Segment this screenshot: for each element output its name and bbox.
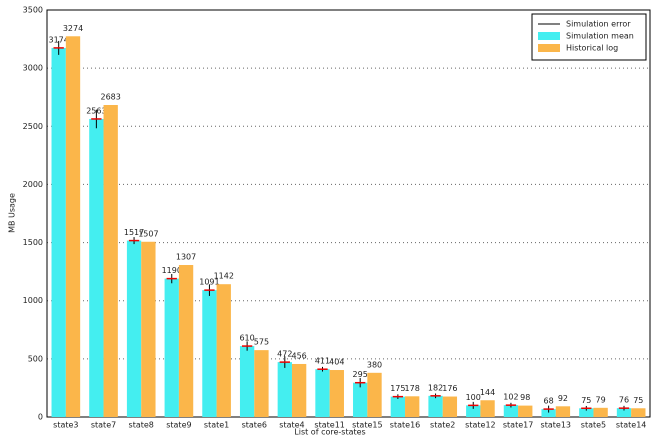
- data-label: 178: [405, 384, 420, 393]
- data-label: 102: [503, 393, 518, 402]
- x-tick-label: state15: [352, 421, 382, 430]
- bar: [216, 284, 231, 417]
- data-label: 1142: [214, 272, 234, 281]
- y-tick-label: 2500: [23, 122, 43, 131]
- x-tick-label: state1: [204, 421, 229, 430]
- y-tick-label: 2000: [23, 180, 43, 189]
- bar: [503, 405, 519, 417]
- bar: [51, 47, 66, 417]
- data-label: 456: [291, 351, 306, 360]
- legend-label: Historical log: [566, 44, 618, 53]
- bar: [466, 405, 481, 417]
- data-label: 1507: [138, 229, 158, 238]
- data-label: 75: [581, 396, 591, 405]
- data-label: 404: [329, 358, 344, 367]
- bar: [367, 372, 382, 417]
- bar: [593, 407, 608, 417]
- data-label: 98: [520, 393, 530, 402]
- data-label: 1091: [199, 278, 219, 287]
- bar: [579, 408, 594, 417]
- data-label: 175: [390, 384, 405, 393]
- x-tick-label: state2: [430, 421, 455, 430]
- y-tick-label: 3000: [23, 64, 43, 73]
- data-label: 1517: [124, 228, 144, 237]
- bar: [616, 408, 632, 417]
- data-label: 3174: [49, 35, 69, 44]
- bar: [518, 405, 533, 417]
- data-label: 100: [466, 393, 481, 402]
- data-label: 3274: [63, 24, 83, 33]
- x-axis-label: List of core-states: [294, 428, 365, 437]
- data-label: 79: [596, 395, 606, 404]
- data-label: 75: [633, 396, 643, 405]
- data-label: 182: [428, 383, 443, 392]
- bar: [164, 278, 179, 417]
- x-tick-label: state11: [314, 421, 344, 430]
- data-label: 176: [442, 384, 457, 393]
- x-tick-label: state12: [465, 421, 495, 430]
- bar: [65, 36, 81, 417]
- x-tick-label: state7: [91, 421, 116, 430]
- bar: [480, 400, 495, 417]
- y-tick-label: 0: [38, 413, 43, 422]
- plot-frame: [46, 9, 651, 418]
- bar: [277, 362, 292, 417]
- bar: [442, 396, 458, 417]
- bar: [428, 395, 443, 417]
- legend-swatch: [538, 44, 560, 52]
- bar: [555, 406, 571, 417]
- bar: [405, 396, 420, 417]
- data-label: 144: [480, 388, 495, 397]
- bar: [254, 350, 269, 417]
- bar: [329, 370, 344, 417]
- bar: [541, 409, 556, 417]
- legend-swatch: [538, 32, 560, 40]
- bar: [353, 382, 368, 417]
- x-tick-label: state9: [166, 421, 191, 430]
- data-label: 68: [544, 397, 554, 406]
- legend-label: Simulation mean: [566, 32, 634, 41]
- y-tick-label: 3500: [23, 6, 43, 15]
- data-label: 76: [619, 396, 629, 405]
- y-axis-label: MB Usage: [8, 193, 17, 233]
- x-tick-label: state4: [279, 421, 304, 430]
- data-label: 92: [558, 394, 568, 403]
- y-tick-label: 500: [28, 354, 43, 363]
- bar: [103, 105, 118, 417]
- legend-label: Simulation error: [566, 20, 631, 29]
- x-tick-label: state14: [616, 421, 646, 430]
- x-tick-label: state13: [541, 421, 571, 430]
- y-tick-label: 1000: [23, 296, 43, 305]
- bar: [126, 240, 142, 417]
- bar: [141, 241, 156, 417]
- data-label: 610: [239, 334, 254, 343]
- data-label: 2683: [101, 93, 121, 102]
- data-label: 295: [353, 370, 368, 379]
- x-tick-label: state16: [390, 421, 420, 430]
- bar: [291, 363, 307, 417]
- x-tick-label: state3: [53, 421, 78, 430]
- bar: [239, 346, 255, 417]
- data-label: 575: [254, 338, 269, 347]
- x-tick-label: state6: [242, 421, 267, 430]
- data-label: 472: [277, 350, 292, 359]
- bar: [390, 396, 406, 417]
- bar: [89, 118, 104, 417]
- bar: [315, 369, 330, 417]
- data-label: 411: [315, 357, 330, 366]
- bar: [178, 265, 194, 417]
- y-tick-label: 1500: [23, 238, 43, 247]
- bar: [631, 408, 646, 417]
- bar: [202, 290, 217, 417]
- data-label: 380: [367, 360, 382, 369]
- x-tick-label: state5: [581, 421, 606, 430]
- x-tick-label: state17: [503, 421, 533, 430]
- data-label: 1307: [176, 253, 196, 262]
- data-label: 1190: [162, 266, 182, 275]
- x-tick-label: state8: [129, 421, 154, 430]
